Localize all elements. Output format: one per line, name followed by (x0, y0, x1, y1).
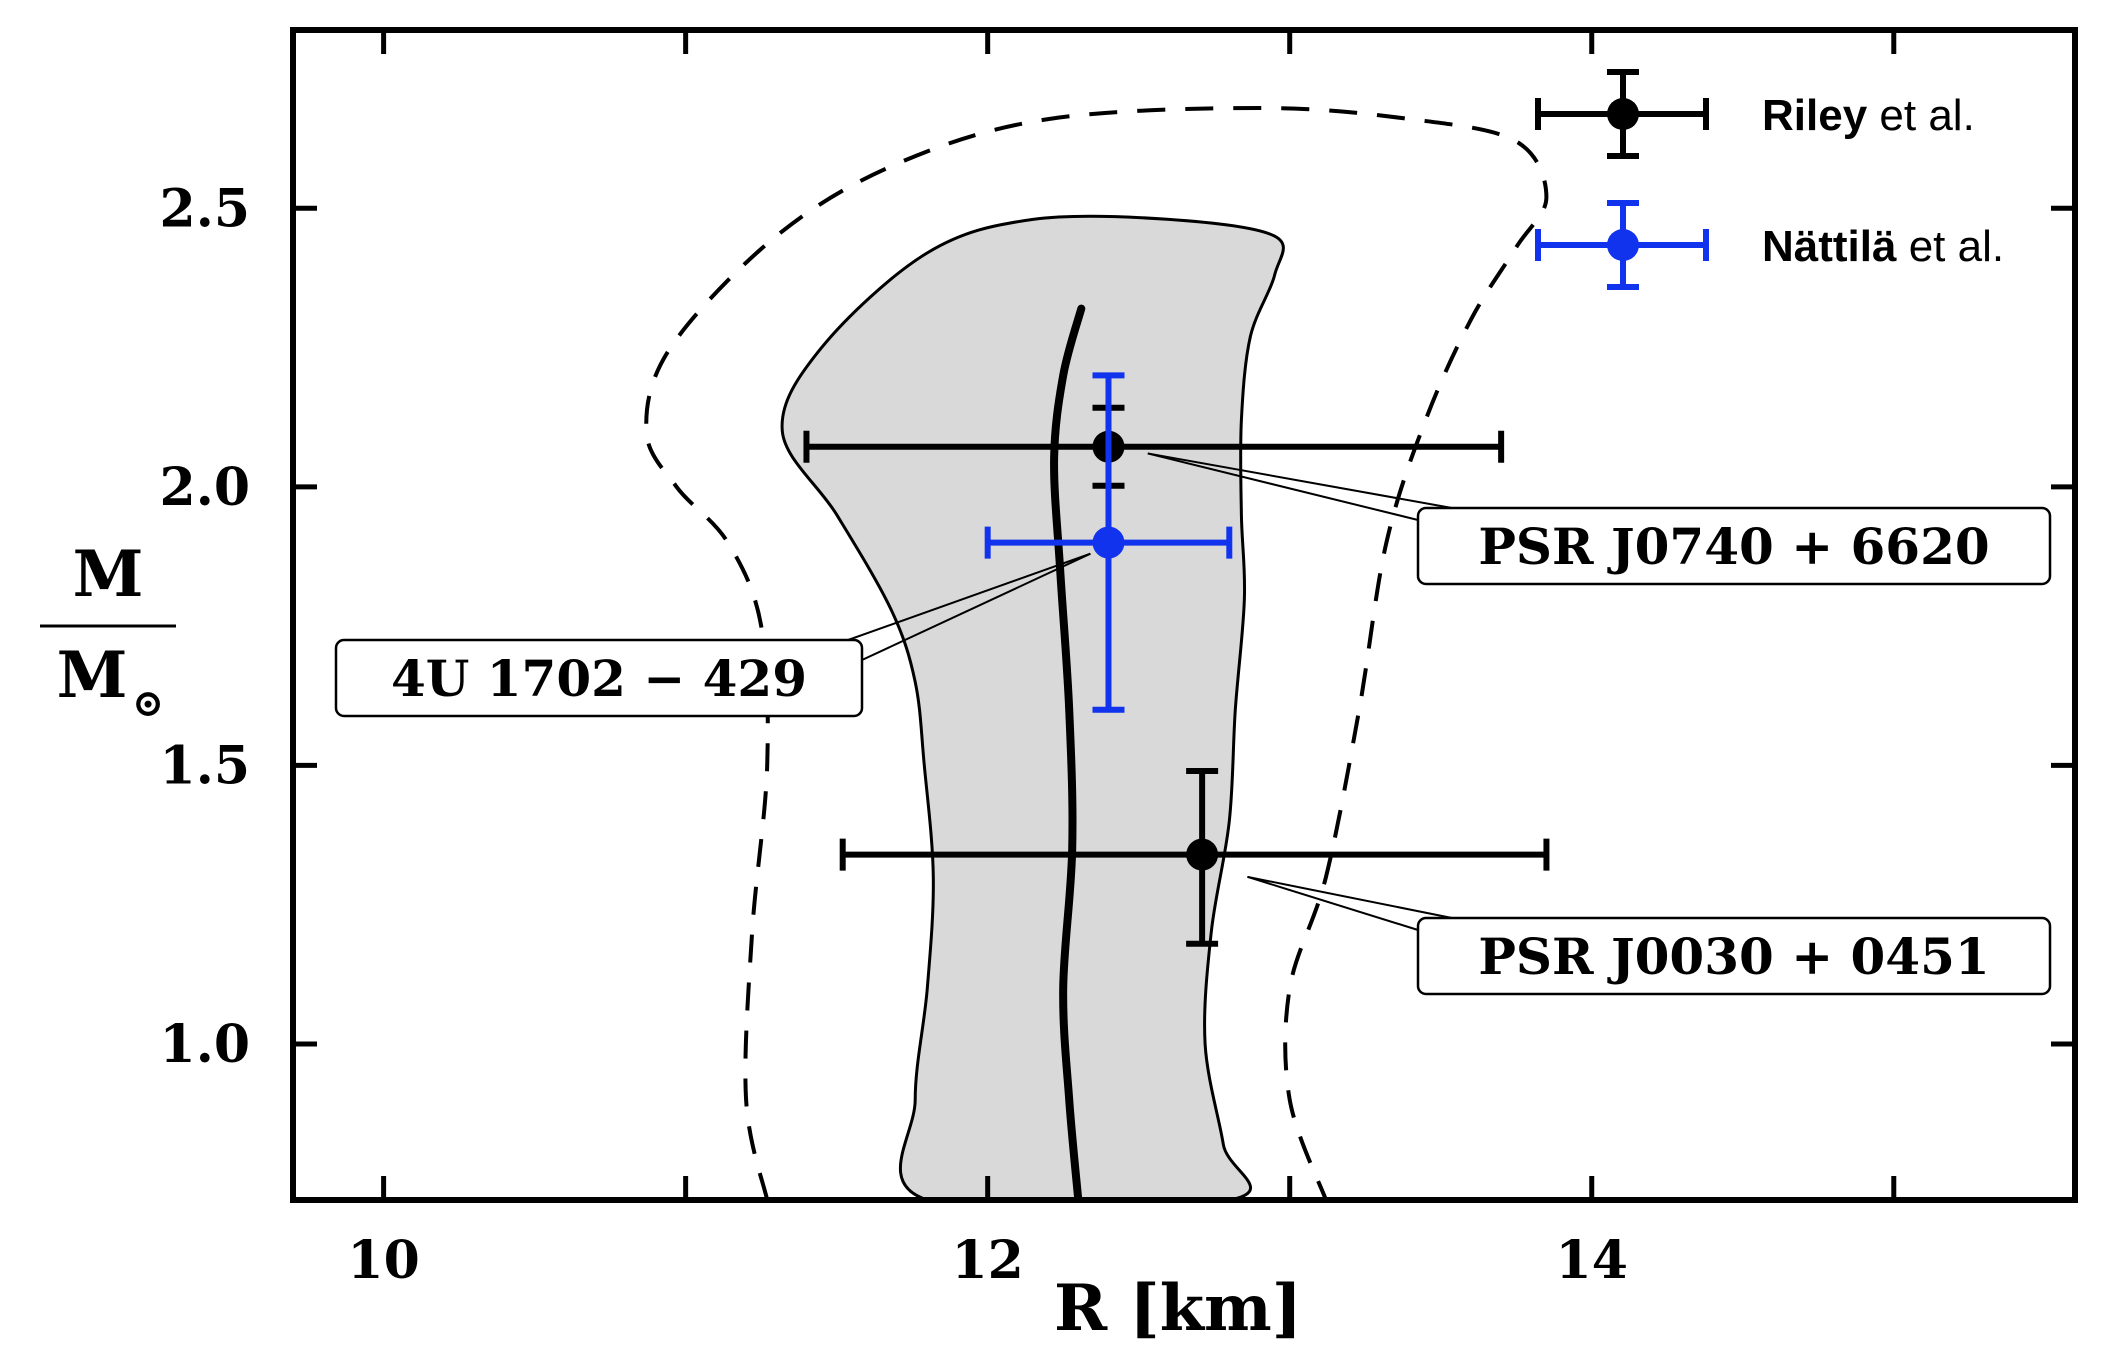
y-axis-label-denominator: M (57, 638, 128, 713)
legend: Riley et al.Nättilä et al. (1535, 69, 2004, 290)
data-point-marker (1607, 229, 1639, 261)
filled-band (780, 214, 1285, 1200)
annotation-leader (1247, 875, 1453, 919)
x-tick-label: 14 (1556, 1230, 1628, 1291)
legend-label: Riley et al. (1762, 91, 1975, 140)
plot-frame (290, 27, 2078, 1203)
data-point-marker (1092, 526, 1125, 559)
annotation-label: 4U 1702 − 429 (391, 649, 807, 708)
annotation-box (1416, 506, 2052, 586)
axis-ticks-layer (293, 30, 2075, 1200)
annotation-leaders-layer (847, 452, 1453, 931)
x-tick-label: 12 (951, 1230, 1023, 1291)
y-tick-label: 2.0 (160, 457, 250, 518)
annotation-box (1416, 916, 2052, 996)
data-points-layer (803, 372, 1550, 947)
y-tick-label: 2.5 (160, 178, 250, 239)
data-point (839, 768, 1550, 947)
annotations-layer: PSR J0740 + 6620 4U 1702 − 429 PSR J0030 +… (334, 506, 2052, 996)
annotation-leader (1147, 452, 1453, 509)
y-axis-label-numerator: M (73, 537, 144, 612)
central-curve (1050, 304, 1086, 1200)
central-curve-layer (1050, 304, 1086, 1200)
legend-series-name: Riley (1762, 91, 1868, 140)
x-axis-label: R [km] (1054, 1271, 1302, 1346)
legend-marker (1535, 200, 1709, 290)
legend-label: Nättilä et al. (1762, 222, 2004, 271)
data-point-marker (1186, 838, 1219, 871)
y-axis-label-sun-subscript: ⊙ (132, 680, 164, 725)
x-tick-label: 10 (347, 1230, 419, 1291)
annotation-leader (1247, 875, 1419, 931)
data-point-marker (1607, 98, 1639, 130)
legend-series-name: Nättilä (1762, 222, 1897, 271)
annotation-leader (1147, 452, 1419, 521)
annotation-label: PSR J0030 + 0451 (1478, 927, 1989, 986)
y-axis-label: M M ⊙ (40, 537, 176, 725)
legend-series-suffix: et al. (1896, 222, 2004, 271)
y-tick-label: 1.5 (160, 735, 250, 796)
tick-labels-layer: 10 12 14 1.0 1.5 2.0 2.5 (160, 178, 1628, 1291)
legend-series-suffix: et al. (1867, 91, 1975, 140)
annotation-box (334, 638, 864, 718)
legend-marker (1535, 69, 1709, 159)
y-tick-label: 1.0 (160, 1014, 250, 1075)
data-point (984, 372, 1233, 713)
annotation-leader (847, 552, 1091, 641)
annotation-label: PSR J0740 + 6620 (1478, 517, 1989, 576)
annotation-leader (861, 552, 1091, 661)
